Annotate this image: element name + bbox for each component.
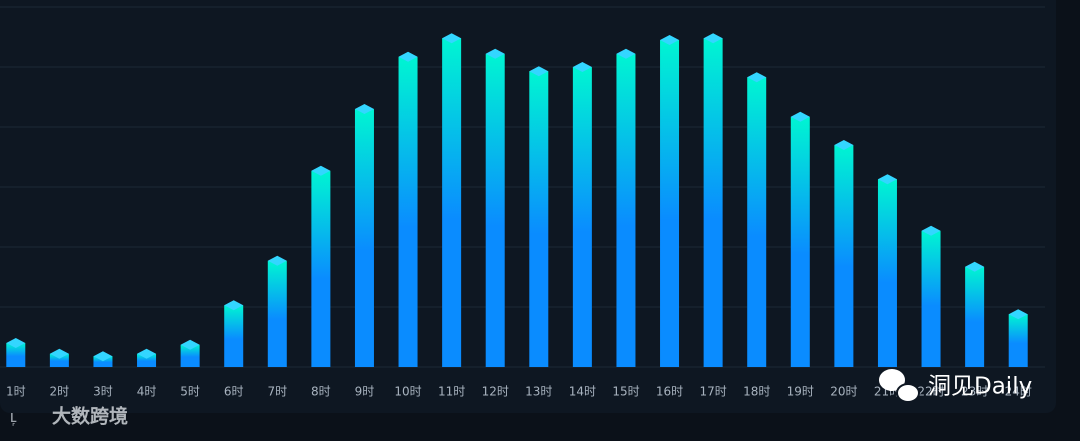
bar-cap <box>1008 309 1028 320</box>
bar <box>572 67 592 367</box>
x-tick-label: 23时 <box>961 385 988 399</box>
bar-cap <box>267 255 287 266</box>
bar-cap <box>660 35 680 45</box>
watermark-right: 洞见Daily <box>879 369 1032 403</box>
bar <box>137 353 157 367</box>
bar <box>790 116 810 367</box>
x-tick-label: 20时 <box>830 385 857 399</box>
x-tick-label: 5时 <box>180 385 200 399</box>
bar <box>485 53 505 368</box>
bar <box>267 260 287 367</box>
bar <box>180 344 200 367</box>
x-tick-label: 14时 <box>569 385 596 399</box>
bar <box>703 38 723 367</box>
bar <box>6 343 26 367</box>
bar-cap <box>703 33 723 44</box>
bar <box>529 71 549 367</box>
plot: 1时 2时 3时 4时 5时 6时 7时 8时 9时 10时 11时 12时 13时 14时 15时 16时 1… <box>0 6 1045 399</box>
x-tick-label: 6时 <box>224 385 244 399</box>
x-tick-label: 2时 <box>50 385 70 399</box>
x-tick-label: 18时 <box>743 385 770 399</box>
bar-cap <box>485 48 505 59</box>
bar-cap <box>877 174 897 185</box>
x-tick-label: 19时 <box>787 385 814 399</box>
bar <box>965 266 985 367</box>
bar-cap <box>790 111 810 122</box>
bar-cap <box>572 62 592 72</box>
x-tick-label: 7时 <box>267 385 287 399</box>
bar-cap <box>49 348 69 359</box>
bar <box>1008 314 1028 367</box>
x-tick-label: 4时 <box>137 385 157 399</box>
bar <box>311 170 331 367</box>
bar <box>354 109 374 367</box>
x-tick-label: 16时 <box>656 385 683 399</box>
bar <box>442 38 462 367</box>
bar-cap <box>180 339 200 350</box>
bar-cap <box>398 51 418 62</box>
bar-cap <box>93 351 113 362</box>
watermark-left: ʟ᷊ 大数跨境 <box>10 405 128 428</box>
bar-cap <box>834 140 854 150</box>
x-tick-label: 24时 <box>1005 385 1032 399</box>
logo-mark: ʟ᷊ <box>10 407 17 427</box>
x-tick-label: 8时 <box>311 385 331 399</box>
bar-cap <box>354 104 374 114</box>
bar <box>93 356 113 367</box>
wechat-icon <box>879 369 905 391</box>
x-tick-label: 22时 <box>917 385 944 399</box>
bar-cap <box>6 338 26 348</box>
bar <box>616 53 636 368</box>
bar-cap <box>965 261 985 272</box>
bar <box>747 77 767 367</box>
bar <box>660 40 680 367</box>
bar-cap <box>224 300 244 311</box>
bar-cap <box>747 72 767 83</box>
bar <box>834 145 854 367</box>
bar-cap <box>311 165 331 176</box>
x-tick-label: 13时 <box>525 385 552 399</box>
bar <box>49 353 69 367</box>
panel <box>0 0 1056 413</box>
bar <box>398 56 418 368</box>
bar-cap <box>616 48 636 59</box>
x-tick-label: 1时 <box>6 385 26 399</box>
bar-cap <box>529 66 549 77</box>
x-tick-label: 17时 <box>699 385 726 399</box>
bar <box>921 230 941 367</box>
bar-cap <box>442 33 462 44</box>
bar <box>224 305 244 367</box>
bar-cap <box>921 225 941 236</box>
wechat-icon <box>896 383 920 403</box>
x-tick-label: 15时 <box>612 385 639 399</box>
x-tick-label: 11时 <box>438 385 465 399</box>
watermark-text: 大数跨境 <box>52 405 128 428</box>
watermark-text: 洞见Daily <box>928 374 1032 400</box>
x-tick-label: 9时 <box>355 385 375 399</box>
x-tick-label: 3时 <box>93 385 113 399</box>
bar-cap <box>137 348 157 359</box>
x-tick-label: 10时 <box>394 385 421 399</box>
bar <box>877 179 897 367</box>
x-tick-label: 12时 <box>482 385 509 399</box>
